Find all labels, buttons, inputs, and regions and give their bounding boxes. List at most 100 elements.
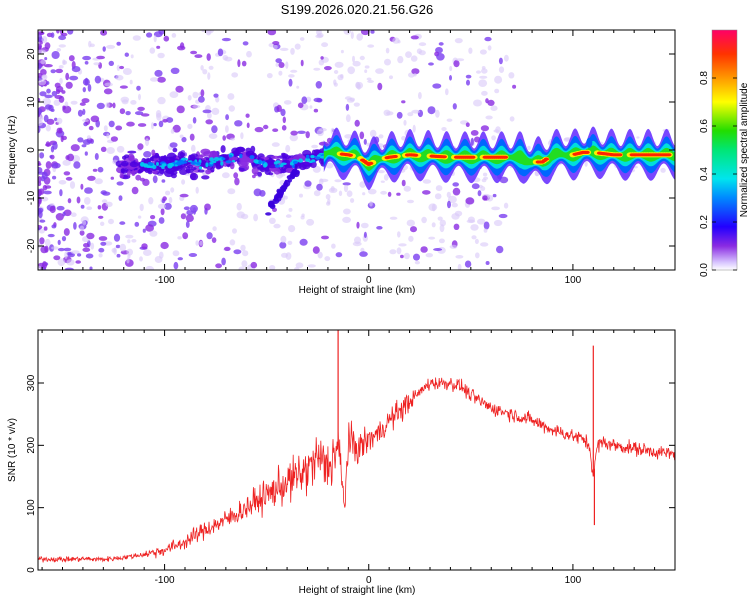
spectrogram-band-blob: [301, 161, 311, 170]
spectrogram-noise-blob: [46, 81, 50, 85]
spectrogram-noise-blob: [400, 254, 404, 259]
spectrogram-noise-blob: [411, 68, 420, 75]
spectrogram-noise-blob: [480, 242, 489, 247]
spectrogram-noise-blob: [227, 93, 235, 100]
spectrogram-noise-blob: [317, 251, 323, 259]
spectrogram-noise-blob: [94, 178, 103, 185]
spectrogram-noise-blob: [191, 144, 196, 152]
spectrogram-noise-blob: [113, 247, 117, 255]
spectrogram-noise-blob: [177, 236, 182, 240]
spectrogram-band-blob: [189, 172, 199, 181]
spectrogram-hot-spot: [229, 154, 233, 158]
spectrogram-noise-blob: [283, 100, 292, 105]
spectrogram-hot-spot: [151, 164, 157, 170]
spectrogram-noise-blob: [636, 136, 640, 139]
spectrogram-noise-blob: [418, 50, 426, 56]
spectrogram-noise-blob: [453, 60, 460, 68]
spectrogram-noise-blob: [222, 135, 226, 141]
spectrogram-hot-spot: [167, 164, 173, 169]
spectrogram-noise-blob: [279, 47, 289, 52]
spectrogram-band-blob: [185, 168, 194, 173]
spectrogram-noise-blob: [84, 61, 89, 65]
spectrogram-hot-spot: [149, 162, 154, 166]
spectrogram-noise-blob: [288, 74, 295, 78]
spectrogram-noise-blob: [58, 44, 66, 48]
spectrogram-noise-blob: [104, 82, 113, 87]
spectrogram-noise-blob: [470, 137, 474, 146]
spectrogram-xlabel: Height of straight line (km): [299, 285, 416, 296]
colorbar-tick-label: 0.6: [699, 119, 710, 133]
spectrogram-noise-blob: [82, 247, 91, 252]
spectrogram-noise-blob: [82, 119, 89, 122]
spectrogram-noise-blob: [52, 142, 58, 150]
spectrogram-noise-blob: [53, 255, 61, 261]
spectrogram-noise-blob: [281, 125, 287, 131]
spectrogram-noise-blob: [58, 127, 63, 134]
spectrogram-noise-blob: [452, 103, 457, 110]
spectrogram-noise-blob: [273, 223, 281, 229]
spectrogram-core-red: [347, 153, 353, 157]
spectrogram-noise-blob: [65, 81, 73, 89]
spectrogram-ytick-label: -10: [26, 190, 37, 205]
spectrogram-noise-blob: [198, 96, 205, 103]
spectrogram-band-blob: [172, 147, 178, 153]
spectrogram-noise-blob: [401, 135, 407, 141]
spectrogram-noise-blob: [288, 78, 293, 87]
spectrogram-noise-blob: [64, 267, 74, 270]
spectrogram-noise-blob: [49, 155, 53, 159]
spectrogram-noise-blob: [38, 45, 42, 51]
spectrogram-noise-blob: [350, 198, 355, 203]
spectrogram-noise-blob: [487, 99, 495, 106]
spectrogram-noise-blob: [387, 191, 392, 197]
spectrogram-core-red: [392, 154, 398, 159]
spectrogram-noise-blob: [492, 193, 497, 198]
spectrogram-noise-blob: [420, 246, 428, 253]
spectrogram-noise-blob: [299, 238, 308, 246]
spectrogram-noise-blob: [67, 198, 72, 204]
spectrogram-noise-blob: [141, 243, 148, 250]
spectrogram-noise-blob: [229, 239, 236, 246]
spectrogram-noise-blob: [96, 55, 105, 60]
snr-xtick-label: 0: [366, 575, 372, 586]
spectrogram-noise-blob: [51, 51, 60, 59]
spectrogram-hot-spot: [209, 157, 215, 162]
spectrogram-noise-blob: [295, 262, 304, 269]
spectrogram-noise-blob: [131, 186, 139, 195]
spectrogram-noise-blob: [170, 67, 180, 75]
spectrogram-noise-blob: [202, 109, 212, 114]
spectrogram-noise-blob: [172, 124, 181, 133]
spectrogram-noise-blob: [187, 123, 193, 130]
spectrogram-noise-blob: [222, 172, 230, 179]
spectrogram-noise-blob: [84, 187, 93, 194]
spectrogram-noise-blob: [435, 185, 443, 192]
spectrogram-noise-blob: [321, 235, 329, 240]
spectrogram-band-blob: [267, 200, 275, 208]
spectrogram-noise-blob: [58, 180, 67, 185]
spectrogram-band-blob: [220, 145, 226, 153]
spectrogram-noise-blob: [406, 219, 415, 227]
spectrogram-noise-blob: [113, 233, 121, 242]
snr-ytick-label: 300: [26, 374, 37, 391]
spectrogram-noise-blob: [160, 241, 169, 250]
spectrogram-noise-blob: [384, 58, 391, 66]
spectrogram-noise-blob: [466, 79, 470, 86]
spectrogram-noise-blob: [238, 266, 245, 270]
spectrogram-noise-blob: [82, 220, 87, 226]
spectrogram-noise-blob: [285, 61, 289, 69]
spectrogram-noise-blob: [490, 105, 498, 111]
spectrogram-noise-blob: [38, 79, 47, 86]
spectrogram-noise-blob: [90, 242, 95, 250]
spectrogram-noise-blob: [491, 135, 496, 141]
spectrogram-noise-blob: [98, 215, 104, 219]
spectrogram-noise-blob: [477, 190, 482, 197]
spectrogram-noise-blob: [240, 132, 244, 140]
spectrogram-noise-blob: [51, 162, 61, 169]
spectrogram-noise-blob: [50, 69, 56, 74]
spectrogram-band-blob: [270, 155, 281, 159]
spectrogram-noise-blob: [137, 215, 142, 219]
spectrogram-noise-blob: [211, 237, 217, 244]
spectrogram-noise-blob: [334, 61, 344, 68]
spectrogram-noise-blob: [493, 219, 503, 227]
spectrogram-noise-blob: [39, 91, 47, 97]
